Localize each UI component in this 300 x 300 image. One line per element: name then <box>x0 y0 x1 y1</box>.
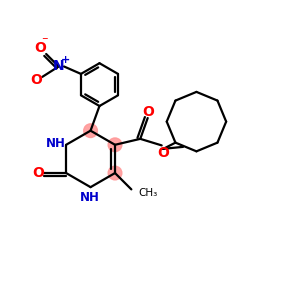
Text: NH: NH <box>80 191 100 204</box>
Text: O: O <box>30 74 42 88</box>
Text: CH₃: CH₃ <box>138 188 157 198</box>
Text: O: O <box>34 41 46 55</box>
Text: NH: NH <box>46 137 66 150</box>
Circle shape <box>108 166 122 180</box>
Circle shape <box>108 138 122 152</box>
Text: O: O <box>157 146 169 160</box>
Text: ⁻: ⁻ <box>41 35 48 48</box>
Text: N: N <box>53 59 64 74</box>
Text: +: + <box>61 55 70 65</box>
Text: O: O <box>32 166 44 180</box>
Text: O: O <box>142 104 154 118</box>
Circle shape <box>84 124 98 137</box>
